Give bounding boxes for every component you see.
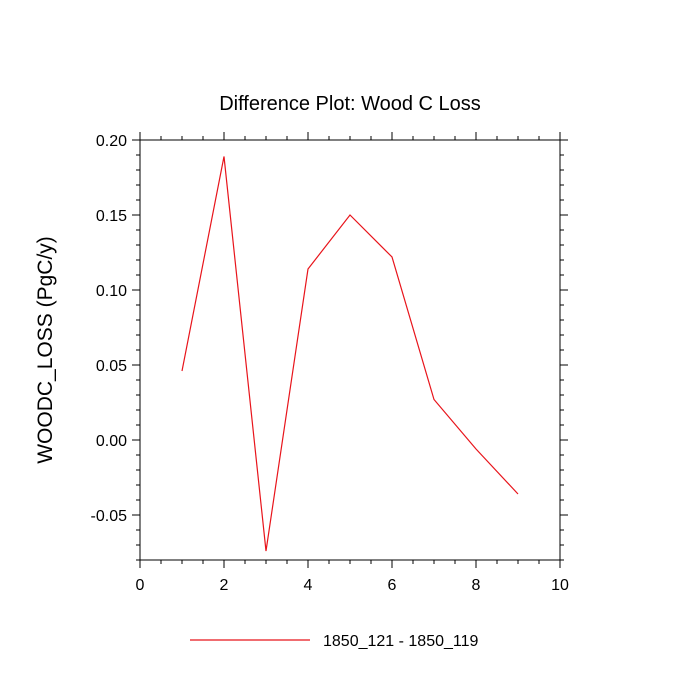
y-tick-label: 0.00 [96, 433, 127, 450]
y-tick-label: 0.20 [96, 133, 127, 150]
x-tick-label: 6 [388, 577, 397, 594]
series-layer [181, 156, 519, 552]
series-line [181, 156, 519, 552]
chart-title: Difference Plot: Wood C Loss [219, 93, 481, 115]
y-tick-label: 0.15 [96, 208, 127, 225]
x-tick-label: 2 [220, 577, 229, 594]
legend-label: 1850_121 - 1850_119 [323, 633, 479, 650]
x-tick-label: 8 [472, 577, 481, 594]
y-axis-label: WOODC_LOSS (PgC/y) [34, 236, 57, 464]
legend: 1850_121 - 1850_119 [190, 633, 479, 650]
y-tick-label: 0.10 [96, 283, 127, 300]
plot-frame [139, 139, 561, 561]
y-tick-label: 0.05 [96, 358, 127, 375]
axes: 0 2 4 6 8 10 -0.05 0.00 0.05 0.10 0.15 0.20 [91, 132, 569, 594]
x-tick-label: 0 [136, 577, 145, 594]
y-tick-label: -0.05 [91, 508, 128, 525]
x-tick-label: 4 [304, 577, 313, 594]
x-tick-label: 10 [551, 577, 569, 594]
